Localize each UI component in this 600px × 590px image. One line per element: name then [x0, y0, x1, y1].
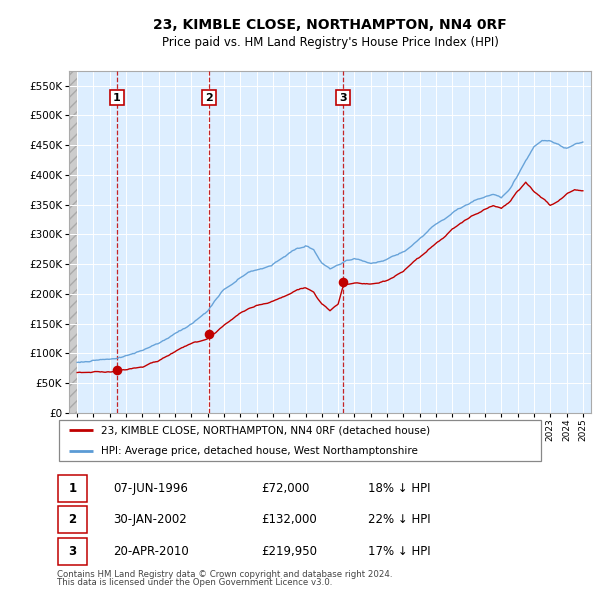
- Text: 23, KIMBLE CLOSE, NORTHAMPTON, NN4 0RF (detached house): 23, KIMBLE CLOSE, NORTHAMPTON, NN4 0RF (…: [101, 425, 430, 435]
- Text: HPI: Average price, detached house, West Northamptonshire: HPI: Average price, detached house, West…: [101, 447, 418, 456]
- Text: £132,000: £132,000: [261, 513, 317, 526]
- Text: 1: 1: [68, 482, 77, 495]
- Point: [204, 330, 214, 339]
- Text: This data is licensed under the Open Government Licence v3.0.: This data is licensed under the Open Gov…: [57, 578, 332, 587]
- Bar: [69, 68, 77, 413]
- Text: 07-JUN-1996: 07-JUN-1996: [113, 482, 188, 495]
- Text: 3: 3: [339, 93, 347, 103]
- Text: 2: 2: [205, 93, 213, 103]
- Text: £219,950: £219,950: [261, 545, 317, 558]
- Text: 18% ↓ HPI: 18% ↓ HPI: [368, 482, 431, 495]
- Text: 1: 1: [113, 93, 121, 103]
- Text: 2: 2: [68, 513, 77, 526]
- Text: 3: 3: [68, 545, 77, 558]
- Point: [112, 365, 122, 375]
- Point: [338, 277, 348, 287]
- Text: 23, KIMBLE CLOSE, NORTHAMPTON, NN4 0RF: 23, KIMBLE CLOSE, NORTHAMPTON, NN4 0RF: [153, 18, 507, 32]
- Text: 17% ↓ HPI: 17% ↓ HPI: [368, 545, 431, 558]
- FancyBboxPatch shape: [59, 420, 541, 461]
- Text: £72,000: £72,000: [261, 482, 310, 495]
- FancyBboxPatch shape: [58, 474, 87, 502]
- Text: Price paid vs. HM Land Registry's House Price Index (HPI): Price paid vs. HM Land Registry's House …: [161, 36, 499, 49]
- Text: 22% ↓ HPI: 22% ↓ HPI: [368, 513, 431, 526]
- FancyBboxPatch shape: [58, 537, 87, 565]
- Text: Contains HM Land Registry data © Crown copyright and database right 2024.: Contains HM Land Registry data © Crown c…: [57, 570, 392, 579]
- FancyBboxPatch shape: [58, 506, 87, 533]
- Text: 30-JAN-2002: 30-JAN-2002: [113, 513, 187, 526]
- Text: 20-APR-2010: 20-APR-2010: [113, 545, 188, 558]
